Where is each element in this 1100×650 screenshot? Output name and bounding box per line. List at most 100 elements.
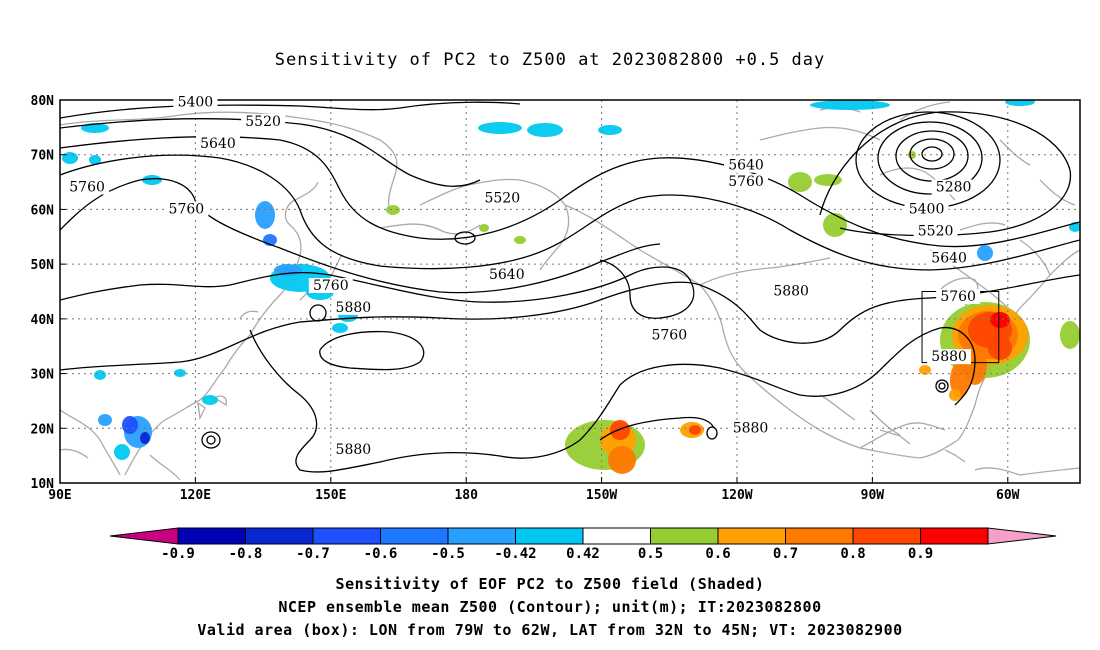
contour-label-bg	[724, 157, 769, 173]
colorbar-segment	[717, 527, 786, 545]
sensitivity-patch	[823, 213, 847, 237]
sensitivity-patch	[788, 172, 812, 192]
colorbar-segment	[785, 527, 854, 545]
colorbar-tick-label: 0.42	[566, 546, 600, 562]
contour-label: 5520	[484, 190, 520, 206]
lon-tick-label: 90W	[861, 488, 885, 503]
contour-label-bg	[931, 179, 976, 195]
contour-label: 5760	[69, 180, 105, 196]
contour-label: 5640	[200, 136, 236, 152]
contour-label: 5400	[178, 95, 214, 111]
colorbar-tick-label: 0.5	[638, 546, 663, 562]
sensitivity-patch	[1060, 321, 1080, 349]
sensitivity-patch	[598, 125, 622, 135]
sensitivity-patch	[814, 174, 842, 186]
sensitivity-patch	[977, 245, 993, 261]
colorbar-segment	[852, 527, 921, 545]
colorbar-tick-label: 0.6	[705, 546, 730, 562]
sensitivity-patch	[527, 123, 563, 137]
lat-tick-label: 20N	[31, 422, 55, 437]
sensitivity-patch	[255, 201, 275, 229]
lat-tick-label: 30N	[31, 368, 55, 383]
contour-label: 5880	[336, 300, 372, 316]
contour-label-bg	[173, 94, 218, 110]
sensitivity-patch	[94, 370, 106, 380]
caption-contour: NCEP ensemble mean Z500 (Contour); unit(…	[278, 598, 822, 616]
sensitivity-patch	[689, 425, 701, 435]
sensitivity-patch	[114, 444, 130, 460]
contour-label: 5880	[336, 442, 372, 458]
colorbar-segment	[245, 527, 314, 545]
sensitivity-patch	[1005, 100, 1035, 106]
colorbar-segment	[380, 527, 449, 545]
contour-label-bg	[913, 223, 958, 239]
contour-label: 5640	[931, 251, 967, 267]
contour-label-bg	[724, 174, 769, 190]
contour-label-bg	[647, 327, 692, 343]
sensitivity-patch	[202, 395, 218, 405]
contour-label-bg	[308, 278, 353, 294]
lon-tick-label: 90E	[48, 488, 71, 503]
sensitivity-patch	[990, 312, 1010, 328]
contour-label: 5520	[245, 114, 281, 130]
colorbar-tick-label: 0.8	[840, 546, 865, 562]
sensitivity-patch	[919, 365, 931, 375]
colorbar-segment	[515, 527, 584, 545]
contour-label-bg	[936, 288, 981, 304]
colorbar-tick-label: -0.7	[296, 546, 330, 562]
lon-tick-label: 180	[454, 488, 478, 503]
sensitivity-patch	[608, 446, 636, 474]
contour-label-bg	[728, 420, 773, 436]
lat-tick-label: 60N	[31, 203, 55, 218]
lon-tick-label: 60W	[996, 488, 1020, 503]
lat-tick-label: 80N	[31, 94, 55, 109]
sensitivity-patch	[89, 155, 101, 165]
plot-border	[59, 99, 1081, 484]
contour-label: 5760	[313, 278, 349, 294]
sensitivity-patch	[988, 336, 1012, 360]
contour-label: 5640	[728, 158, 764, 174]
lon-tick-label: 150W	[586, 488, 617, 503]
contour-label-bg	[904, 201, 949, 217]
contour-label-bg	[480, 190, 525, 206]
sensitivity-patch	[386, 205, 400, 215]
contour-labels: 5400 5520 5640 5760 5760 5520 5640 5640 5760 5280…	[65, 94, 981, 458]
colorbar-max-triangle	[987, 527, 1057, 545]
contour-label: 5760	[169, 201, 205, 217]
map-frame	[60, 100, 1080, 483]
colorbar: -0.9 -0.8 -0.7 -0.6 -0.5 -0.42 0.42 0.5 0.6 0.7 0.…	[109, 527, 1057, 562]
contour-label-bg	[241, 113, 286, 129]
contour-label-bg	[65, 179, 110, 195]
z500-contours	[60, 101, 1080, 473]
contour-label: 5880	[931, 349, 967, 365]
colorbar-segment	[177, 527, 246, 545]
colorbar-min-triangle	[109, 527, 179, 545]
lon-tick-label: 120E	[180, 488, 211, 503]
sensitivity-patch	[514, 236, 526, 244]
sensitivity-patch	[478, 122, 522, 134]
contour-label: 5880	[773, 284, 809, 300]
sensitivity-patch	[81, 123, 109, 133]
chart-title: Sensitivity of PC2 to Z500 at 2023082800…	[274, 50, 826, 70]
colorbar-tick-label: -0.6	[364, 546, 398, 562]
lat-tick-label: 40N	[31, 313, 55, 328]
contour-label: 5880	[733, 420, 769, 436]
contour-label: 5760	[651, 327, 687, 343]
colorbar-segment	[312, 527, 381, 545]
lon-tick-label: 150E	[315, 488, 346, 503]
colorbar-tick-label: -0.5	[431, 546, 465, 562]
colorbar-segment	[447, 527, 516, 545]
sensitivity-patch	[949, 389, 961, 401]
contour-label: 5640	[489, 267, 525, 283]
lon-tick-label: 120W	[721, 488, 752, 503]
lat-tick-label: 50N	[31, 258, 55, 273]
contour-label: 5280	[936, 180, 972, 196]
colorbar-segment	[650, 527, 719, 545]
contour-label: 5760	[940, 289, 976, 305]
contour-label-bg	[769, 283, 814, 299]
sensitivity-patch	[62, 152, 78, 164]
colorbar-tick-label: 0.7	[773, 546, 798, 562]
contour-label-bg	[927, 349, 972, 365]
